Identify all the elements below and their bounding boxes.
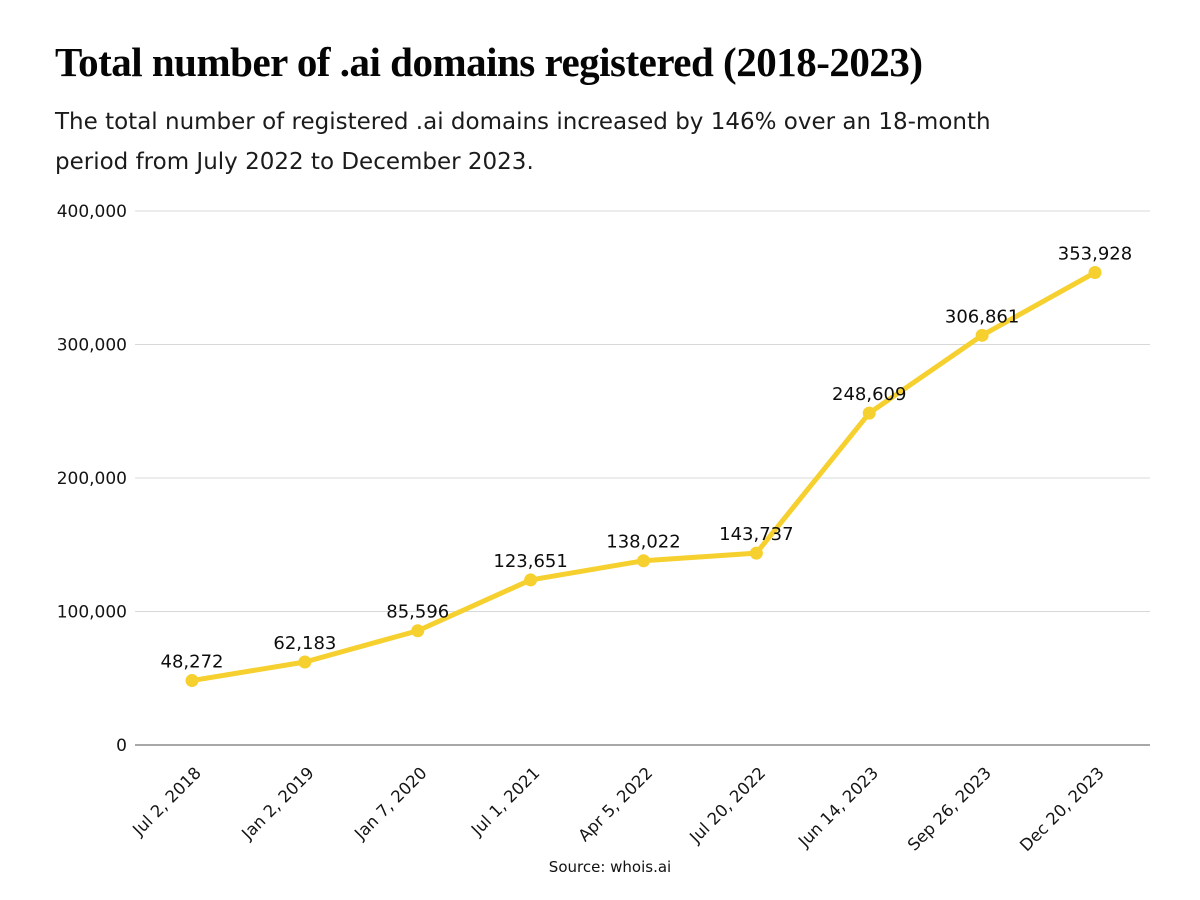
source-attribution: Source: whois.ai — [548, 858, 672, 876]
data-point — [637, 554, 650, 568]
x-axis-tick-label: Jun 14, 2023 — [794, 763, 882, 851]
x-axis-tick-label: Jul 2, 2018 — [128, 763, 204, 839]
data-point-label: 138,022 — [606, 532, 680, 553]
data-point-label: 85,596 — [386, 602, 449, 623]
x-axis-tick-label: Jul 1, 2021 — [467, 763, 543, 839]
x-axis-tick-label: Jan 7, 2020 — [350, 763, 430, 843]
data-point-label: 48,272 — [161, 652, 224, 673]
data-point — [1088, 266, 1102, 280]
data-point-label: 353,928 — [1058, 244, 1132, 265]
subtitle-line-1: The total number of registered .ai domai… — [55, 109, 991, 135]
page-title: Total number of .ai domains registered (… — [55, 39, 923, 85]
x-axis-tick-label: Jul 20, 2022 — [685, 763, 769, 847]
data-point — [862, 406, 876, 420]
x-axis-tick-label: Apr 5, 2022 — [574, 763, 656, 845]
data-point-label: 143,737 — [719, 524, 793, 545]
data-point-label: 248,609 — [832, 384, 906, 405]
x-axis-tick-label: Jan 2, 2019 — [237, 763, 317, 843]
data-point-label: 123,651 — [493, 551, 567, 572]
data-point-label: 62,183 — [273, 633, 336, 654]
data-point — [975, 328, 989, 342]
chart-subtitle: The total number of registered .ai domai… — [55, 102, 991, 182]
y-axis-tick-label: 100,000 — [57, 603, 127, 623]
data-point — [185, 674, 199, 688]
x-axis-tick-label: Sep 26, 2023 — [904, 763, 995, 854]
subtitle-line-2: period from July 2022 to December 2023. — [55, 149, 534, 175]
data-point — [411, 624, 425, 638]
data-line — [189, 270, 1098, 684]
data-point — [524, 573, 538, 587]
data-point — [749, 546, 763, 560]
y-axis-tick-label: 200,000 — [57, 469, 127, 489]
data-point — [298, 655, 312, 669]
x-axis-tick-label: Dec 20, 2023 — [1016, 763, 1108, 855]
y-axis-tick-label: 300,000 — [57, 336, 127, 356]
y-axis-tick-label: 400,000 — [57, 202, 127, 222]
y-axis-tick-label: 0 — [116, 736, 127, 756]
data-point-label: 306,861 — [945, 306, 1019, 327]
